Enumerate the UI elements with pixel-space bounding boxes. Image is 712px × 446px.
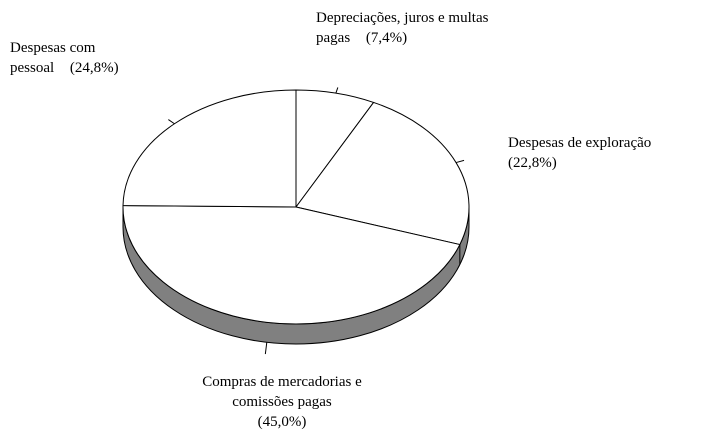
slice-label: Compras de mercadorias e comissões pagas… [182,372,382,432]
slice-label: Despesas de exploração (22,8%) [508,133,651,173]
leader-line [335,87,339,94]
slice-label: Depreciações, juros e multas pagas (7,4%… [316,8,491,48]
value-label: (24,8%) [69,60,119,76]
pie-slice [122,89,297,208]
pie-slice [122,205,461,325]
leader-line [168,119,175,125]
category-label: Despesas de exploração [508,135,652,151]
category-label: Depreciações, juros e multas pagas [316,10,489,46]
category-label: Despesas com pessoal [10,40,96,76]
pie-slice [295,101,470,246]
value-label: (45,0%) [257,414,307,430]
leader-line [455,159,465,164]
value-label: (22,8%) [508,155,557,171]
slice-label: Despesas com pessoal (24,8%) [10,38,135,78]
value-label: (7,4%) [365,30,408,46]
leader-line [264,342,268,355]
category-label: Compras de mercadorias e comissões pagas [202,374,362,410]
